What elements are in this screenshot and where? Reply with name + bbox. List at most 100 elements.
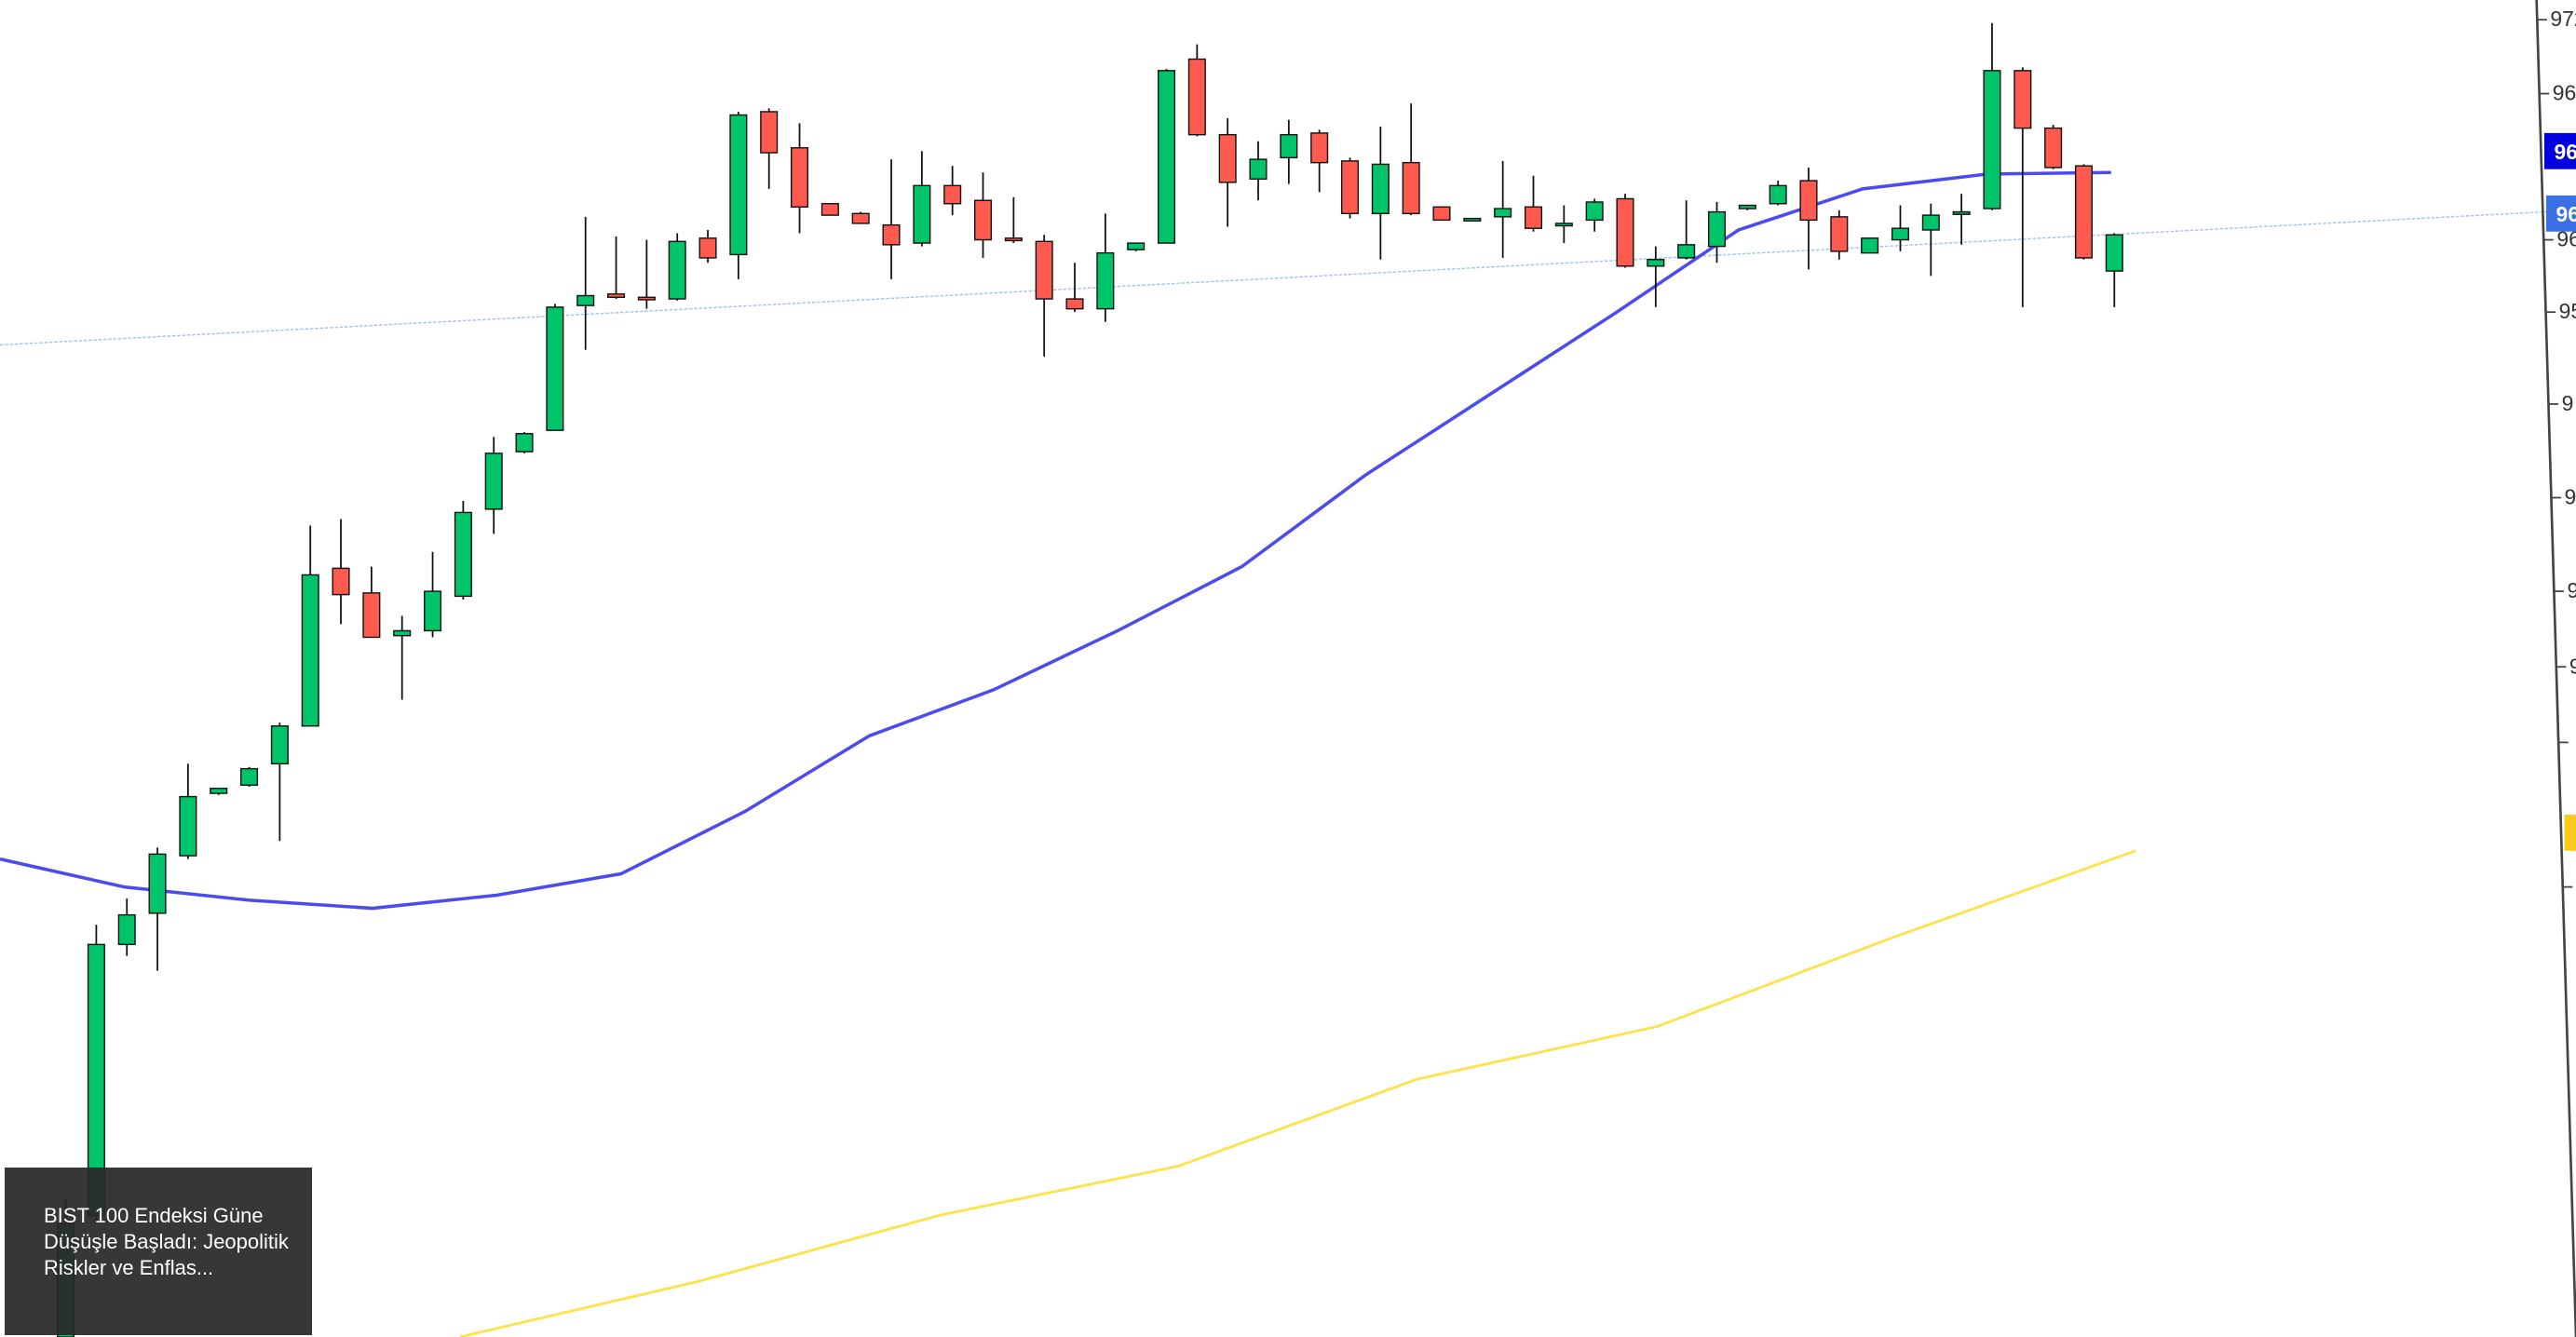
news-caption[interactable]: BIST 100 Endeksi Güne Düşüşle Başladı: J… [5,1168,312,1335]
candle [454,501,472,600]
candle-body-up [668,240,686,300]
candle-body-down [1035,240,1053,300]
candle [851,211,870,224]
candle [576,216,595,350]
candle-body-up [210,788,228,794]
candle [1004,196,1023,244]
price-badge-label: 96 [2556,202,2576,226]
candle [2105,233,2123,307]
candle-body-down [973,199,993,241]
candle [1065,263,1084,313]
candle-body-down [637,296,656,301]
candle-body-up [1861,237,1879,254]
candle-body-up [1677,244,1696,259]
candle-body-up [424,590,442,632]
candle [362,566,381,639]
price-axis[interactable]: 97296969599999696 [2535,0,2576,1337]
candle [973,172,993,258]
price-badge [2543,132,2576,169]
candle [1402,103,1420,216]
candle [729,111,748,279]
moving-average-long-line [459,849,2136,1337]
candle [698,229,717,263]
candle [943,166,962,216]
candle-body-up [454,511,472,598]
axis-tick-label: 96 [2553,81,2576,105]
candle-body-up [1738,204,1756,209]
candle-body-up [148,853,167,914]
candle [1616,194,1634,268]
candle-body-up [1554,223,1573,227]
candle [210,788,228,795]
candle [393,615,412,700]
candle-body-down [882,223,901,246]
candle-body-up [1494,208,1512,218]
candle-body-down [851,212,870,224]
moving-average-short-line [0,170,2111,911]
candle-body-down [362,592,381,639]
candle-body-down [760,111,779,154]
price-badge [2564,815,2576,851]
candle [515,431,534,453]
candle-body-down [1799,180,1818,222]
candle [1861,237,1879,254]
candle [1280,119,1298,184]
candle [607,236,626,300]
candle-body-down [943,184,962,205]
axis-tick-label: 9 [2562,391,2574,415]
candle [1249,141,1268,201]
candle-body-up [546,306,564,431]
candle [301,525,319,727]
candle [913,151,931,247]
candle-body-up [179,795,197,857]
candle [1432,206,1451,222]
candle [1983,22,2001,210]
candle-body-down [607,293,626,299]
candle-body-up [1921,214,1940,231]
candle-body-down [1218,133,1237,183]
candle-body-down [332,567,350,596]
candle [1187,44,1206,137]
candle [1310,129,1329,193]
candle-body-up [1371,163,1390,215]
candle-body-down [698,237,717,259]
candle [1463,217,1482,222]
caption-text: BIST 100 Endeksi Güne Düşüşle Başladı: J… [44,1204,289,1279]
candle [1891,205,1910,251]
candle [484,437,503,534]
candle-body-up [301,574,319,727]
candle-body-down [1830,216,1849,252]
candle-body-down [1402,161,1420,215]
candle [1677,200,1696,260]
candle [791,123,809,234]
candle-body-down [1616,197,1634,267]
candle-body-down [791,147,809,208]
candle [1127,242,1146,251]
candle [1585,198,1604,232]
candle-body-up [2105,234,2123,272]
candle-body-up [515,433,534,452]
candle-body-up [1891,227,1910,241]
candle [332,519,350,625]
candle-body-up [117,913,136,946]
candle [820,203,839,216]
candle-body-up [1707,210,1727,248]
candle [1738,204,1756,210]
axis-tick-label: 9 [2565,485,2576,509]
candle-body-up [393,629,412,637]
candle [1218,118,1237,227]
candle-body-down [1065,298,1084,310]
candle-body-down [820,203,839,216]
candle-body-down [1004,237,1023,242]
candle [1371,126,1390,260]
candle [179,763,197,859]
candle-body-up [1249,158,1268,180]
candle [424,551,442,638]
axis-tick-label: 972 [2550,7,2576,31]
candle-body-up [1647,259,1665,267]
candle [1494,160,1512,258]
candle-body-down [1187,58,1206,136]
candle [637,239,656,309]
candle-body-up [1096,251,1115,310]
candle-body-down [2013,70,2032,129]
